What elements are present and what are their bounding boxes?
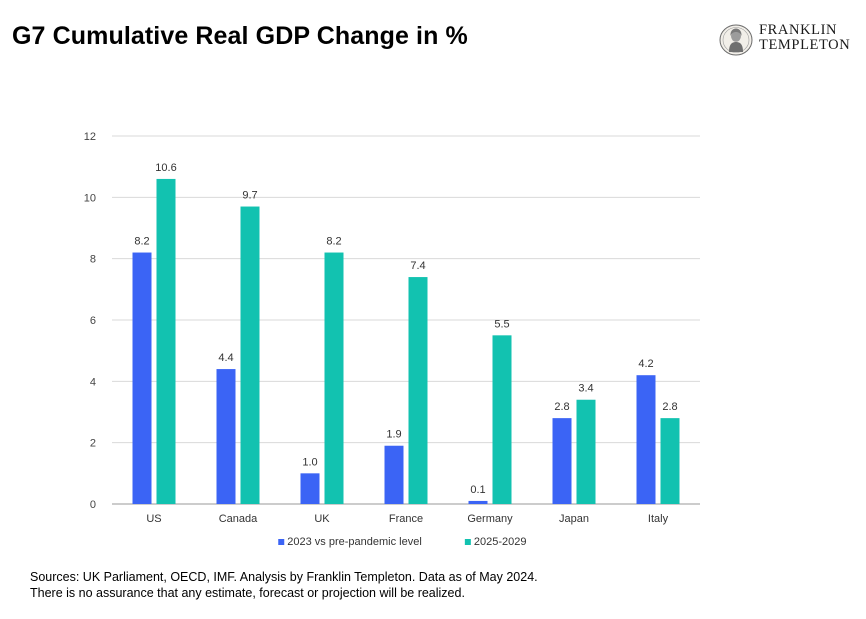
x-tick-label: Japan (559, 513, 589, 525)
bar-series1-us (132, 252, 152, 504)
bar-series1-germany (468, 500, 488, 504)
x-tick-label: US (146, 513, 161, 525)
logo-wordmark: FRANKLIN TEMPLETON (759, 23, 850, 53)
data-label: 9.7 (242, 190, 257, 202)
x-tick-label: UK (314, 513, 330, 525)
y-axis: 0 2 4 6 8 10 12 (84, 131, 96, 511)
bar-series1-italy (636, 375, 656, 504)
legend-swatch (278, 539, 285, 545)
bar-chart: 0 2 4 6 8 10 12 8.2 10.6 4.4 9.7 1.0 8.2 1.9 7.4 0.1 5.… (84, 131, 700, 548)
data-label: 10.6 (155, 162, 176, 174)
data-label: 8.2 (326, 236, 341, 248)
bar-series2-france (408, 277, 428, 504)
x-axis: US Canada UK France Germany Japan Italy (146, 513, 668, 525)
data-label: 2.8 (662, 401, 677, 413)
bar-series2-us (156, 178, 176, 504)
footer-notes: Sources: UK Parliament, OECD, IMF. Analy… (30, 569, 538, 601)
bar-series2-uk (324, 252, 344, 504)
bar-series1-france (384, 445, 404, 504)
x-tick-label: Canada (219, 513, 258, 525)
legend-swatch (464, 539, 471, 545)
x-tick-label: Italy (648, 513, 669, 525)
disclaimer-note: There is no assurance that any estimate,… (30, 586, 465, 600)
bar-series2-germany (492, 335, 512, 504)
gridlines (112, 135, 700, 505)
data-label: 8.2 (134, 236, 149, 248)
logo-line-2: TEMPLETON (759, 37, 851, 53)
data-label: 0.1 (470, 484, 485, 496)
y-tick-label: 2 (90, 438, 96, 450)
sources-note: Sources: UK Parliament, OECD, IMF. Analy… (30, 570, 538, 584)
y-tick-label: 6 (90, 315, 96, 327)
bar-series1-canada (216, 369, 236, 504)
bar-series1-uk (300, 473, 320, 504)
legend-label: 2025-2029 (474, 536, 527, 548)
data-label: 3.4 (578, 383, 593, 395)
bar-series1-japan (552, 418, 572, 504)
y-tick-label: 0 (90, 499, 96, 511)
franklin-templeton-logo: FRANKLIN TEMPLETON (719, 23, 861, 57)
data-label: 5.5 (494, 318, 509, 330)
y-tick-label: 8 (90, 254, 96, 266)
x-tick-label: France (389, 513, 423, 525)
legend: 2023 vs pre-pandemic level 2025-2029 (278, 536, 526, 548)
legend-label: 2023 vs pre-pandemic level (287, 536, 422, 548)
data-label: 1.0 (302, 456, 317, 468)
logo-line-1: FRANKLIN (759, 22, 838, 38)
data-label: 2.8 (554, 401, 569, 413)
data-label: 4.2 (638, 358, 653, 370)
portrait-seal-icon (719, 24, 753, 56)
bar-series2-japan (576, 399, 596, 504)
y-tick-label: 10 (84, 192, 96, 204)
y-tick-label: 4 (90, 376, 96, 388)
page-title: G7 Cumulative Real GDP Change in % (12, 22, 468, 50)
data-label: 7.4 (410, 260, 425, 272)
bar-series2-italy (660, 418, 680, 504)
data-label: 1.9 (386, 429, 401, 441)
x-tick-label: Germany (467, 513, 513, 525)
bar-series2-canada (240, 206, 260, 505)
y-tick-label: 12 (84, 131, 96, 143)
bars: 8.2 10.6 4.4 9.7 1.0 8.2 1.9 7.4 0.1 5.5 2.8 3.4 4.2… (132, 162, 680, 505)
data-label: 4.4 (218, 352, 233, 364)
